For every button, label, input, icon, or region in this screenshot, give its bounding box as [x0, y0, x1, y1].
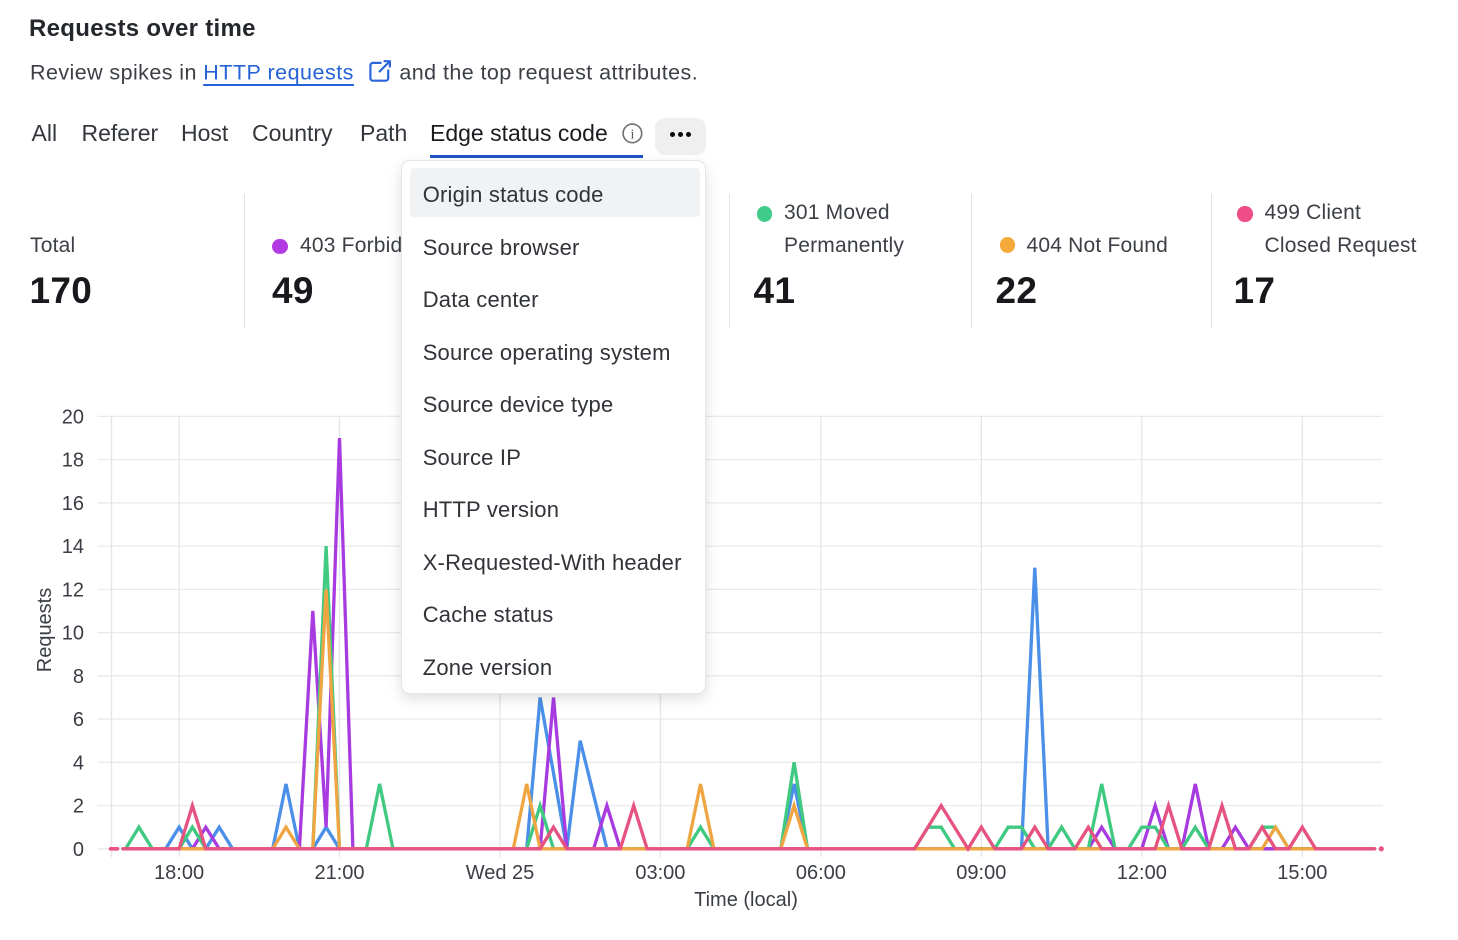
svg-text:03:00: 03:00: [635, 862, 685, 884]
svg-text:15:00: 15:00: [1277, 862, 1327, 884]
svg-text:10: 10: [62, 623, 84, 645]
svg-text:06:00: 06:00: [796, 862, 846, 884]
svg-text:16: 16: [62, 493, 84, 515]
svg-text:i: i: [630, 128, 634, 143]
svg-text:4: 4: [73, 752, 84, 774]
svg-text:0: 0: [73, 839, 84, 861]
svg-text:6: 6: [73, 709, 84, 731]
svg-text:09:00: 09:00: [956, 862, 1006, 884]
svg-text:12: 12: [62, 579, 84, 601]
svg-text:2: 2: [73, 796, 84, 818]
svg-text:20: 20: [62, 406, 84, 428]
svg-text:Wed 25: Wed 25: [466, 862, 535, 884]
svg-text:Time (local): Time (local): [694, 889, 798, 911]
svg-text:21:00: 21:00: [314, 862, 364, 884]
svg-text:18: 18: [62, 450, 84, 472]
svg-text:12:00: 12:00: [1117, 862, 1167, 884]
svg-text:Requests: Requests: [34, 588, 56, 673]
svg-text:8: 8: [73, 666, 84, 688]
svg-text:14: 14: [62, 536, 84, 558]
svg-text:18:00: 18:00: [154, 862, 204, 884]
